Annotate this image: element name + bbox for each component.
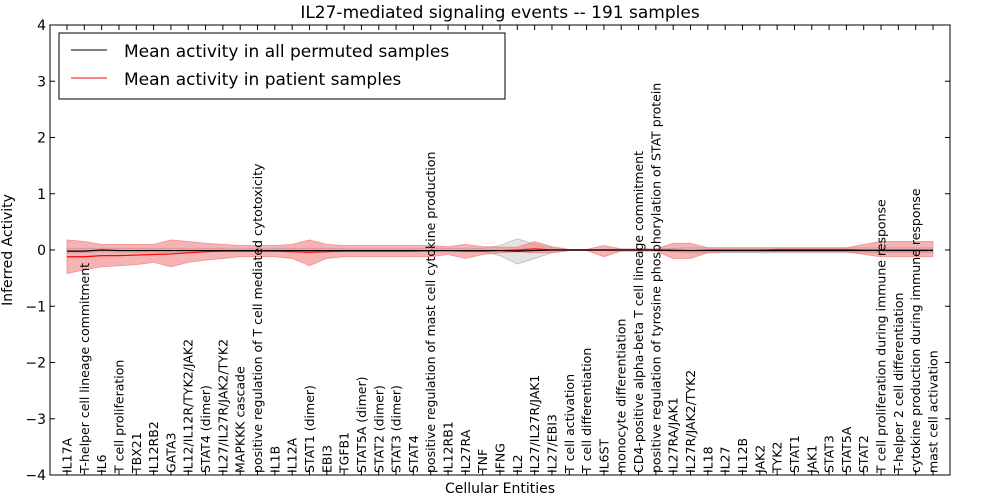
x-tick-label: T cell activation bbox=[562, 374, 577, 474]
chart-title: IL27-mediated signaling events -- 191 sa… bbox=[300, 3, 700, 23]
x-tick-label: positive regulation of T cell mediated c… bbox=[250, 163, 265, 473]
x-tick-label: GATA3 bbox=[163, 433, 178, 473]
x-tick-label: STAT5A (dimer) bbox=[354, 377, 369, 473]
y-tick-label: −3 bbox=[25, 412, 46, 428]
x-tick-label: JAK1 bbox=[804, 445, 819, 474]
x-tick-label: STAT3 bbox=[822, 435, 837, 473]
x-tick-label: T-helper cell lineage commitment bbox=[77, 263, 92, 474]
x-tick-label: T cell differentiation bbox=[579, 348, 594, 474]
x-tick-label: JAK2 bbox=[752, 445, 767, 474]
x-tick-label: positive regulation of tyrosine phosphor… bbox=[648, 83, 663, 473]
y-tick-label: 3 bbox=[37, 74, 46, 90]
legend-box bbox=[58, 32, 506, 100]
x-tick-label: IL2 bbox=[510, 454, 525, 473]
x-tick-label: IFNG bbox=[493, 443, 508, 473]
x-tick-label: TYK2 bbox=[770, 442, 785, 474]
y-axis: −4 −3 −2 −1 0 1 2 3 4 bbox=[25, 18, 950, 484]
x-tick-label: IL18 bbox=[700, 446, 715, 473]
x-tick-label: IL12/IL12R/TYK2/JAK2 bbox=[181, 339, 196, 473]
legend-label-permuted: Mean activity in all permuted samples bbox=[124, 42, 449, 62]
x-tick-label: STAT1 bbox=[787, 435, 802, 473]
x-tick-label: T cell proliferation during immune respo… bbox=[874, 199, 889, 474]
y-tick-label: −4 bbox=[25, 468, 46, 484]
y-tick-label: −2 bbox=[25, 356, 46, 372]
y-tick-label: 1 bbox=[37, 187, 46, 203]
y-tick-label: 0 bbox=[37, 243, 46, 259]
x-tick-label: positive regulation of mast cell cytokin… bbox=[423, 152, 438, 473]
x-tick-label: STAT3 (dimer) bbox=[389, 385, 404, 473]
x-tick-label: mast cell activation bbox=[926, 350, 941, 473]
x-tick-label: IL27RA bbox=[458, 429, 473, 473]
x-tick-label: monocyte differentiation bbox=[614, 319, 629, 473]
x-tick-label: STAT5A bbox=[839, 426, 854, 473]
x-tick-label: IL6ST bbox=[596, 438, 611, 473]
x-tick-label: IL12A bbox=[285, 437, 300, 473]
x-tick-label: IL27RA/JAK1 bbox=[666, 397, 681, 473]
x-tick-label: T-helper 2 cell differentiation bbox=[891, 293, 906, 474]
x-tick-label: EBI3 bbox=[319, 445, 334, 473]
x-tick-label: IL12RB1 bbox=[441, 421, 456, 473]
x-tick-label: IL17A bbox=[60, 437, 75, 473]
x-tick-label: cytokine production during immune respon… bbox=[908, 188, 923, 473]
x-tick-label: CD4-positive alpha-beta T cell lineage c… bbox=[631, 151, 646, 473]
x-tick-label: IL12B bbox=[735, 438, 750, 473]
x-axis-label: Cellular Entities bbox=[445, 481, 555, 497]
x-tick-label: STAT1 (dimer) bbox=[302, 385, 317, 473]
x-tick-label: STAT4 bbox=[406, 435, 421, 473]
x-tick-label: IL1B bbox=[267, 446, 282, 473]
x-tick-label: IL6 bbox=[94, 454, 109, 473]
x-tick-label: IL12RB2 bbox=[146, 421, 161, 473]
x-axis: IL17A T-helper cell lineage commitment IL6… bbox=[60, 25, 941, 475]
x-tick-label: IL27/EBI3 bbox=[544, 414, 559, 473]
x-tick-label: STAT2 bbox=[856, 435, 871, 473]
x-tick-label: IL27 bbox=[718, 446, 733, 473]
x-tick-label: IL27/IL27R/JAK2/TYK2 bbox=[215, 339, 230, 473]
patient-band bbox=[66, 239, 934, 275]
x-tick-label: STAT4 (dimer) bbox=[198, 385, 213, 473]
permuted-mean-line bbox=[67, 249, 933, 252]
x-tick-label: IL27R/JAK2/TYK2 bbox=[683, 370, 698, 473]
x-tick-label: TGFB1 bbox=[337, 432, 352, 474]
legend: Mean activity in all permuted samples Me… bbox=[58, 32, 506, 100]
y-tick-label: 2 bbox=[37, 131, 46, 147]
x-tick-label: STAT2 (dimer) bbox=[371, 385, 386, 473]
x-tick-label: TNF bbox=[475, 449, 490, 474]
legend-label-patient: Mean activity in patient samples bbox=[124, 70, 401, 90]
y-axis-label: Inferred Activity bbox=[0, 194, 16, 306]
x-tick-label: IL27/IL27R/JAK1 bbox=[527, 375, 542, 473]
lines-layer bbox=[67, 248, 933, 258]
x-tick-label: TBX21 bbox=[129, 432, 144, 474]
y-tick-label: −1 bbox=[25, 299, 46, 315]
x-tick-label: MAPKKK cascade bbox=[233, 366, 248, 473]
y-tick-label: 4 bbox=[37, 18, 46, 34]
x-tick-label: T cell proliferation bbox=[111, 360, 126, 474]
